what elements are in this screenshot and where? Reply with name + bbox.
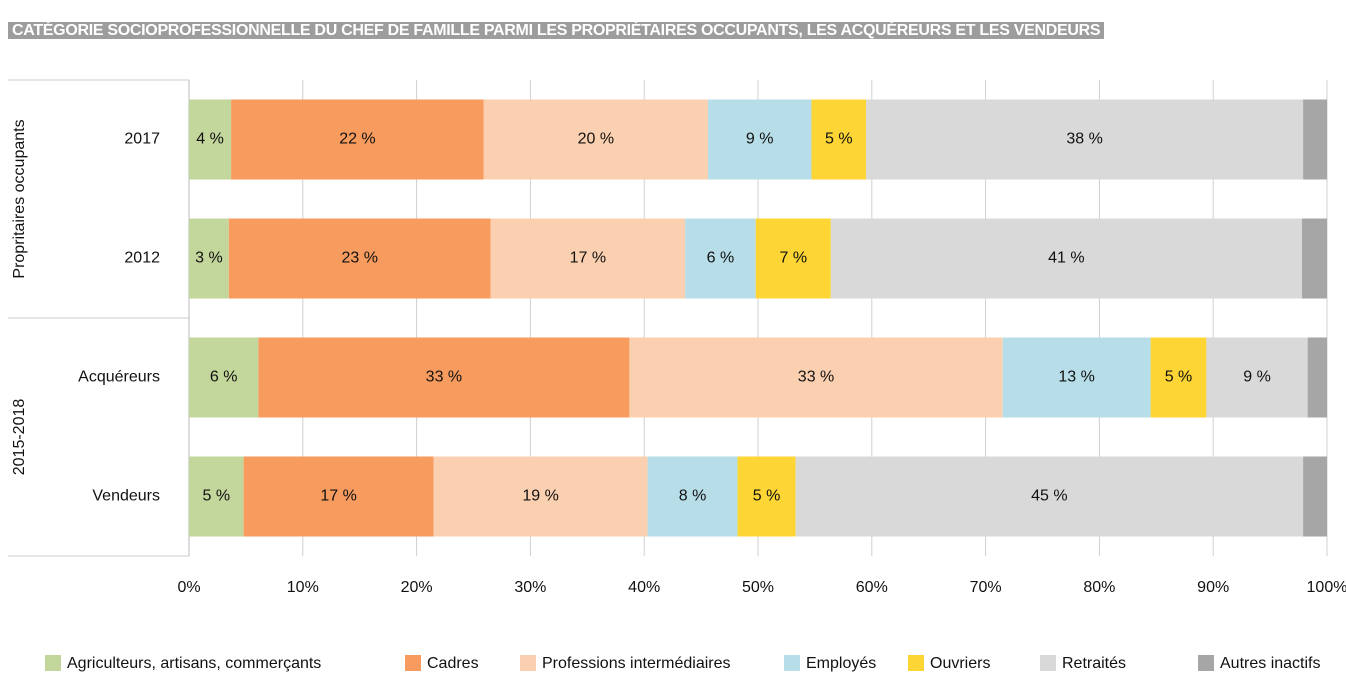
y-tick-label: Vendeurs (92, 488, 160, 505)
group-label: Propritaires occupants (11, 119, 28, 278)
data-label: 17 % (570, 250, 606, 267)
bar-segment (1307, 337, 1327, 418)
bar-segment (189, 218, 229, 299)
bar-segment (755, 218, 831, 299)
data-label: 38 % (1066, 131, 1102, 148)
data-label: 13 % (1058, 369, 1094, 386)
data-label: 33 % (798, 369, 834, 386)
legend-label: Cadres (427, 655, 479, 672)
x-tick-label: 60% (856, 579, 888, 596)
chart-title: CATÉGORIE SOCIOPROFESSIONNELLE DU CHEF D… (8, 22, 1105, 39)
x-tick-label: 20% (401, 579, 433, 596)
data-label: 20 % (578, 131, 614, 148)
bar-segment (490, 218, 686, 299)
legend-swatch (405, 655, 421, 671)
bar-segment (1150, 337, 1207, 418)
legend-swatch (520, 655, 536, 671)
bar-segment (189, 456, 244, 537)
bar-segment (1303, 456, 1327, 537)
bar-segment (795, 456, 1304, 537)
x-tick-label: 10% (287, 579, 319, 596)
bar-segment (1002, 337, 1151, 418)
bar-segment (811, 99, 867, 180)
data-label: 4 % (196, 131, 224, 148)
bar-segment (483, 99, 708, 180)
data-label: 9 % (746, 131, 774, 148)
bar-segment (189, 99, 232, 180)
data-label: 8 % (679, 488, 707, 505)
data-label: 45 % (1031, 488, 1067, 505)
data-label: 23 % (341, 250, 377, 267)
legend-swatch (1040, 655, 1056, 671)
legend-label: Agriculteurs, artisans, commerçants (67, 655, 321, 672)
bar-segment (1301, 218, 1327, 299)
bar-segment (830, 218, 1302, 299)
bar-segment (737, 456, 796, 537)
x-tick-label: 0% (177, 579, 200, 596)
legend-swatch (784, 655, 800, 671)
y-tick-label: Acquéreurs (78, 369, 160, 386)
legend-label: Ouvriers (930, 655, 990, 672)
bar-segment (243, 456, 434, 537)
x-tick-label: 90% (1197, 579, 1229, 596)
x-tick-label: 100% (1307, 579, 1346, 596)
bar-segment (189, 337, 259, 418)
data-label: 41 % (1048, 250, 1084, 267)
bar-segment (866, 99, 1304, 180)
x-tick-label: 30% (514, 579, 546, 596)
bar-segment (258, 337, 630, 418)
data-label: 5 % (825, 131, 853, 148)
x-tick-label: 80% (1083, 579, 1115, 596)
x-tick-label: 40% (628, 579, 660, 596)
data-label: 22 % (339, 131, 375, 148)
bar-segment (647, 456, 738, 537)
data-label: 17 % (320, 488, 356, 505)
bar-segment (433, 456, 648, 537)
bar-segment (685, 218, 756, 299)
data-label: 33 % (426, 369, 462, 386)
y-tick-label: 2017 (124, 131, 160, 148)
legend-label: Retraités (1062, 655, 1126, 672)
data-label: 19 % (522, 488, 558, 505)
data-label: 3 % (195, 250, 223, 267)
legend-swatch (45, 655, 61, 671)
data-label: 6 % (707, 250, 735, 267)
data-label: 5 % (1165, 369, 1193, 386)
bar-segment (1303, 99, 1327, 180)
data-label: 5 % (203, 488, 231, 505)
bar-segment (228, 218, 491, 299)
data-label: 5 % (753, 488, 781, 505)
legend-label: Professions intermédiaires (542, 655, 731, 672)
bar-segment (629, 337, 1003, 418)
bar-segment (1206, 337, 1308, 418)
bar-segment (707, 99, 812, 180)
y-tick-label: 2012 (124, 250, 160, 267)
legend-swatch (908, 655, 924, 671)
legend-swatch (1198, 655, 1214, 671)
x-tick-label: 50% (742, 579, 774, 596)
chart-title-box: CATÉGORIE SOCIOPROFESSIONNELLE DU CHEF D… (8, 20, 1198, 42)
data-label: 7 % (779, 250, 807, 267)
bar-segment (231, 99, 484, 180)
data-label: 9 % (1243, 369, 1271, 386)
group-label: 2015-2018 (11, 399, 28, 476)
data-label: 6 % (210, 369, 238, 386)
legend-label: Autres inactifs (1220, 655, 1320, 672)
legend-label: Employés (806, 655, 876, 672)
x-tick-label: 70% (970, 579, 1002, 596)
